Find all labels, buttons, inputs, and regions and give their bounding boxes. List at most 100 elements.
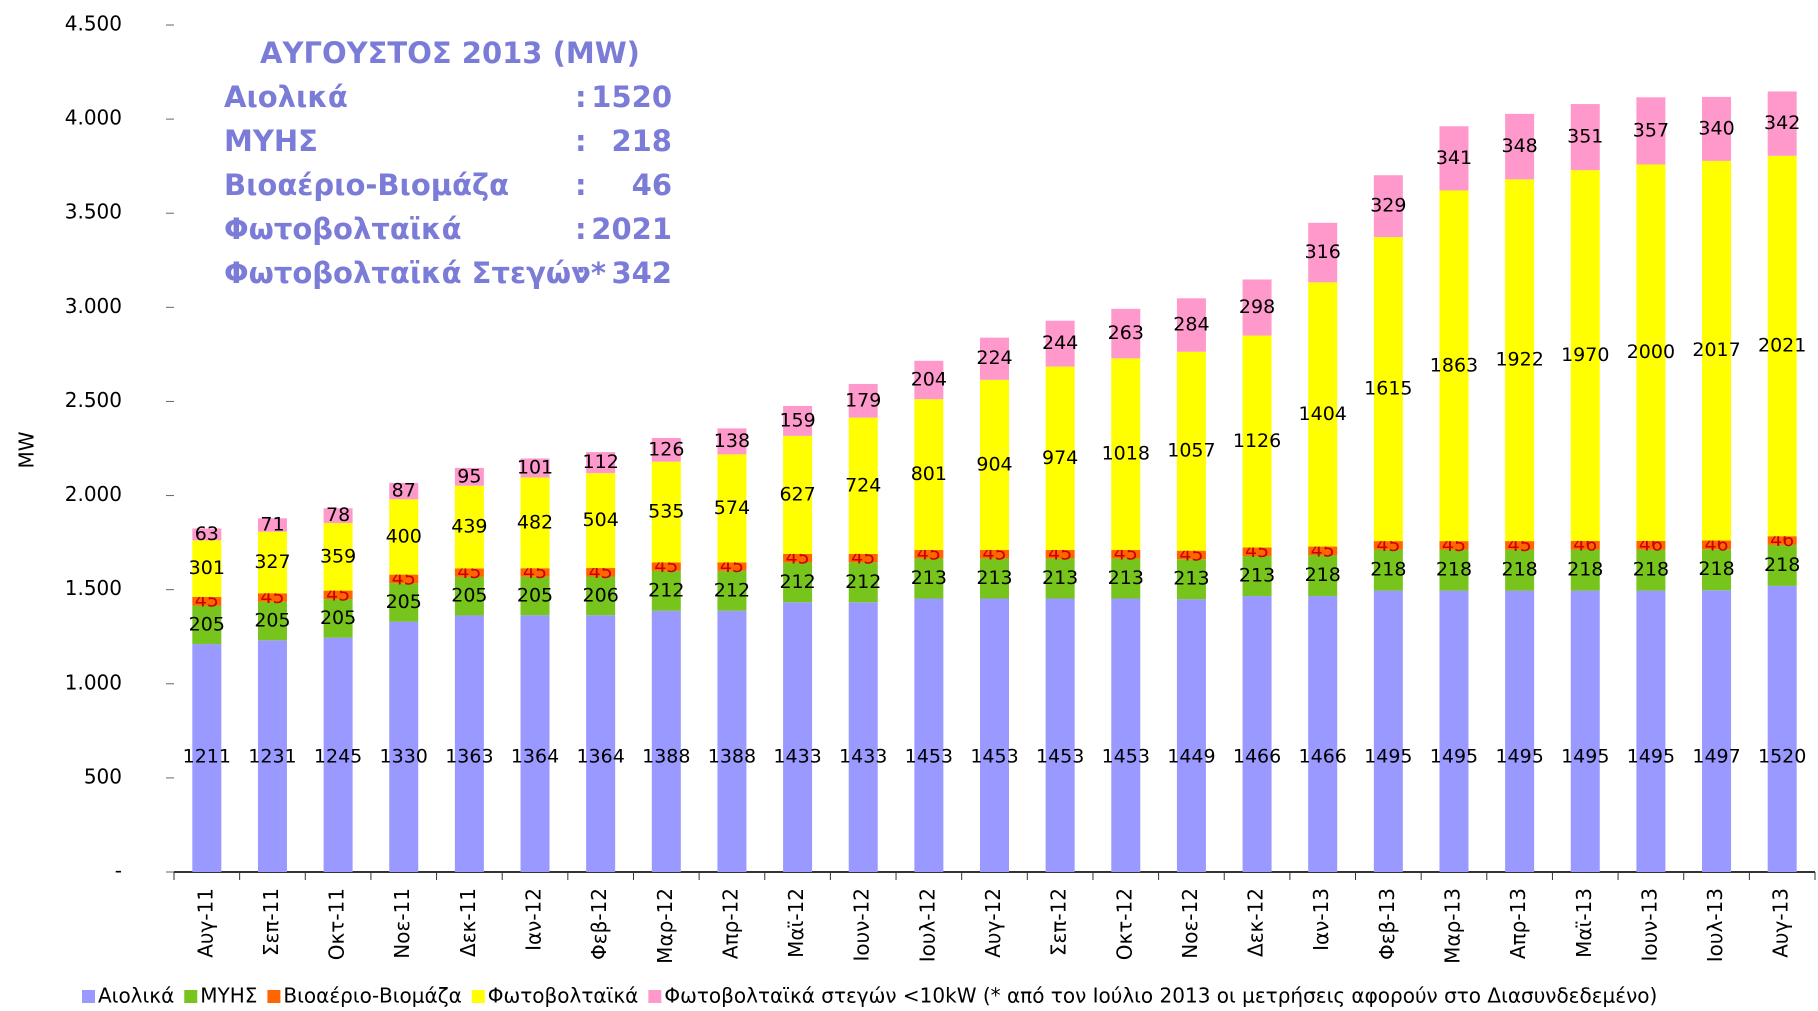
value-label: 224 <box>976 347 1012 369</box>
bar-segment <box>651 610 681 872</box>
value-label: 1453 <box>970 746 1018 768</box>
value-label: 1495 <box>1364 746 1412 768</box>
value-label: 213 <box>976 567 1012 589</box>
legend-swatch <box>267 990 281 1003</box>
bar-segment <box>454 615 484 872</box>
bar-segment <box>1045 558 1075 599</box>
bar-segment <box>1570 104 1600 171</box>
bar-segment <box>520 576 550 616</box>
bar-segment <box>717 610 747 872</box>
bar-segment <box>914 399 944 550</box>
value-label: 329 <box>1370 195 1406 217</box>
value-label: 327 <box>254 551 290 573</box>
value-label: 218 <box>1764 554 1800 576</box>
y-tick-label: 4.500 <box>65 12 122 36</box>
value-label: 71 <box>260 514 284 536</box>
value-label: 904 <box>976 453 1012 475</box>
value-label: 212 <box>845 571 881 593</box>
bar-segment <box>1242 279 1272 336</box>
value-label: 1453 <box>1036 746 1084 768</box>
y-tick-label: 3.500 <box>65 200 122 224</box>
value-label: 1495 <box>1495 746 1543 768</box>
bar-segment <box>1636 549 1666 591</box>
bar-segment <box>651 570 681 611</box>
legend-swatch <box>184 990 198 1003</box>
value-label: 1363 <box>445 746 493 768</box>
x-tick-label: Μαϊ-12 <box>784 888 808 958</box>
legend-label: Φωτοβολταϊκά <box>488 984 639 1008</box>
annotation-separator: : <box>575 212 587 246</box>
bar-segment <box>520 458 550 478</box>
annotation-value: 46 <box>632 168 672 202</box>
bar-segment <box>1767 155 1797 537</box>
bar-segment <box>257 531 287 594</box>
value-label: 348 <box>1501 135 1537 157</box>
value-label: 359 <box>320 545 356 567</box>
value-label: 535 <box>648 501 684 523</box>
bar-segment <box>914 360 944 400</box>
bar-segment <box>651 437 681 462</box>
bar-segment <box>586 576 616 616</box>
bar-segment <box>1702 549 1732 591</box>
bar-segment <box>1505 541 1535 550</box>
legend-swatch <box>648 990 662 1003</box>
bar-segment <box>389 499 419 575</box>
bar-segment <box>323 599 353 638</box>
value-label: 213 <box>1042 567 1078 589</box>
bar-segment <box>323 590 353 600</box>
bar-segment <box>1570 170 1600 541</box>
bar-segment <box>192 644 222 872</box>
bar-segment <box>1636 590 1666 872</box>
x-tick-label: Αυγ-11 <box>193 888 217 958</box>
legend-label: Φωτοβολταϊκά στεγών <10kW (* από τον Ιού… <box>664 984 1657 1008</box>
annotation-label: Βιοαέριο-Βιομάζα <box>224 168 509 202</box>
bar-segment <box>192 597 222 606</box>
bar-segment <box>1373 590 1403 872</box>
x-tick-label: Φεβ-12 <box>587 888 611 960</box>
value-label: 724 <box>845 474 881 496</box>
value-label: 1922 <box>1495 349 1543 371</box>
bar-segment <box>1111 598 1141 872</box>
bar-segment <box>1176 599 1206 872</box>
bar-segment <box>783 562 813 603</box>
bar-segment <box>520 615 550 872</box>
bar-segment <box>651 562 681 571</box>
bar-segment <box>323 508 353 524</box>
value-label: 298 <box>1239 296 1275 318</box>
bar-segment <box>1439 190 1469 542</box>
value-label: 400 <box>386 525 422 547</box>
bar-segment <box>1636 540 1666 550</box>
x-tick-label: Οκτ-11 <box>325 888 349 960</box>
y-tick-label: 500 <box>84 764 122 788</box>
value-label: 1495 <box>1627 746 1675 768</box>
value-label: 2021 <box>1758 335 1806 357</box>
x-tick-label: Ιουν-13 <box>1637 888 1661 962</box>
x-tick-label: Απρ-13 <box>1506 888 1530 959</box>
value-label: 1433 <box>839 746 887 768</box>
value-label: 218 <box>1305 564 1341 586</box>
legend-label: ΜΥΗΣ <box>200 984 257 1008</box>
value-label: 1388 <box>642 746 690 768</box>
bar-segment <box>192 528 222 541</box>
bar-segment <box>980 598 1009 872</box>
value-label: 1211 <box>183 746 231 768</box>
bar-segment <box>1045 549 1075 559</box>
bar-segment <box>1111 358 1141 550</box>
bar-segment <box>1439 126 1469 191</box>
bar-segment <box>848 602 878 872</box>
bar-segment <box>1505 113 1535 180</box>
bar-segment <box>717 454 747 563</box>
value-label: 1449 <box>1167 746 1215 768</box>
annotation-value: 2021 <box>591 212 672 246</box>
bar-segment <box>980 337 1009 380</box>
value-label: 351 <box>1567 126 1603 148</box>
y-tick-label: 3.000 <box>65 294 122 318</box>
annotation-separator: : <box>575 168 587 202</box>
bar-segment <box>454 568 484 577</box>
bar-segment <box>1373 549 1403 591</box>
bar-segment <box>848 383 878 418</box>
bar-segment <box>1373 541 1403 550</box>
bar-segment <box>1176 550 1206 560</box>
x-tick-label: Ιουν-12 <box>850 888 874 962</box>
bar-segment <box>783 435 813 554</box>
